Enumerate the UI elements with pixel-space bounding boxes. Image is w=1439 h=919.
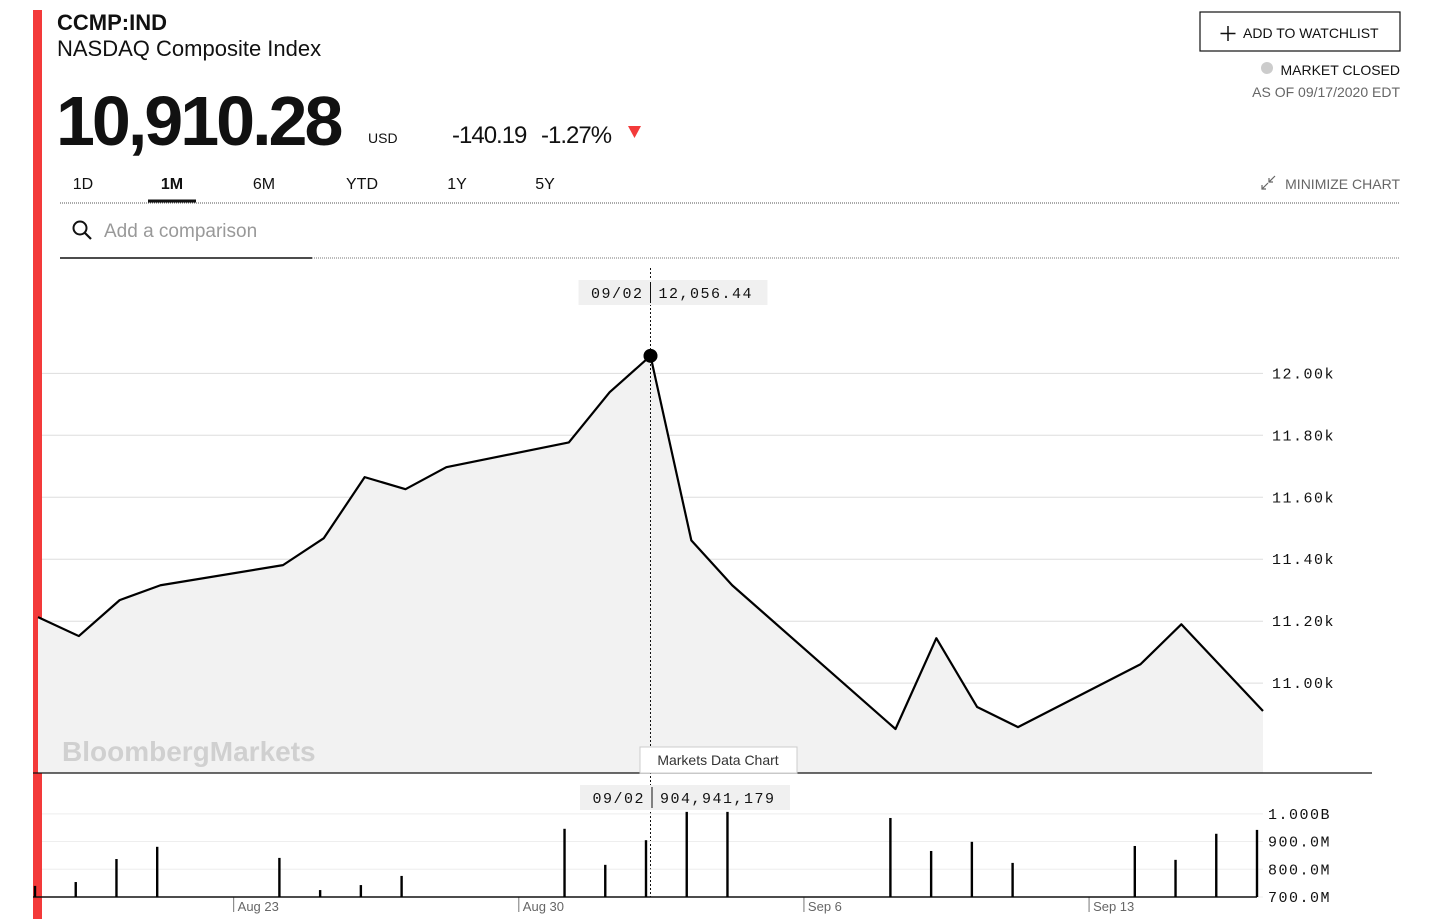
plus-icon — [1220, 26, 1236, 41]
search-icon — [72, 220, 88, 236]
hover-point — [643, 348, 658, 363]
volume-bar — [359, 885, 363, 897]
y-tick-label: 11.40k — [1272, 552, 1335, 569]
tab[interactable]: YTD — [346, 176, 378, 193]
x-tick-label: Aug 23 — [238, 899, 279, 914]
volume-bar — [74, 882, 77, 897]
index-name: NASDAQ Composite Index — [57, 36, 321, 61]
y-tick-label: 11.00k — [1272, 676, 1335, 693]
volume-bar — [1255, 829, 1259, 897]
currency: USD — [368, 130, 398, 146]
button-frame — [1199, 11, 1401, 52]
x-tick-label: Aug 30 — [523, 899, 564, 914]
accent-bar — [33, 10, 42, 919]
price: 10,910.28 — [56, 82, 341, 160]
button-label: ADD TO WATCHLIST — [1243, 25, 1379, 41]
tooltip-date: 09/02 — [592, 791, 645, 808]
volume-bar — [970, 841, 974, 897]
volume-chart: 700.0M 800.0M 900.0M 1.000B Aug 23 Aug 30 Sep … — [33, 785, 1331, 914]
volume-bar — [1215, 833, 1218, 897]
volume-bar — [156, 846, 159, 897]
status-dot — [1261, 62, 1273, 74]
down-arrow — [628, 126, 641, 138]
tab[interactable]: 1M — [161, 176, 183, 193]
tooltip-box — [580, 785, 790, 810]
watchlist-button[interactable]: ADD TO WATCHLIST — [1199, 11, 1401, 52]
as-of: AS OF 09/17/2020 EDT — [1252, 84, 1400, 100]
search-placeholder: Add a comparison — [104, 221, 257, 242]
y-tick-label: 12.00k — [1272, 366, 1335, 383]
volume-bar — [115, 859, 118, 897]
search-icon-handle — [84, 232, 92, 240]
x-tick-label: Sep 6 — [808, 899, 842, 914]
volume-bar — [929, 850, 933, 897]
y-tick-label: 1.000B — [1268, 807, 1331, 824]
market-status: MARKET CLOSED — [1280, 62, 1400, 78]
volume-bar — [1011, 862, 1014, 897]
change-percent: -1.27% — [541, 122, 612, 149]
volume-bar — [685, 811, 688, 897]
tooltip-date: 09/02 — [591, 286, 644, 303]
y-tick-label: 700.0M — [1268, 890, 1331, 907]
volume-bar — [278, 857, 281, 897]
volume-bar — [644, 840, 648, 897]
volume-bar — [563, 828, 566, 897]
y-tick-label: 11.20k — [1272, 614, 1335, 631]
volume-bar — [400, 875, 403, 897]
label-frame — [639, 746, 798, 774]
change: -140.19 — [452, 122, 527, 149]
volume-bar — [1174, 859, 1177, 897]
volume-bar — [318, 890, 322, 897]
price-line — [37, 354, 1264, 731]
volume-bar — [726, 811, 729, 897]
volume-bar — [33, 885, 37, 897]
y-tick-label: 11.60k — [1272, 490, 1335, 507]
tooltip-box — [578, 280, 768, 305]
tabs: 1D 1M 6M YTD 1Y 5Y — [73, 176, 555, 203]
x-tick-label: Sep 13 — [1093, 899, 1134, 914]
volume-bar — [604, 864, 607, 897]
volume-bar — [1133, 845, 1136, 897]
tooltip-value: 12,056.44 — [659, 286, 754, 303]
chart-label: Markets Data Chart — [657, 752, 778, 768]
tab[interactable]: 6M — [253, 176, 275, 193]
watermark: BloombergMarkets — [62, 736, 316, 767]
minimize-button[interactable]: MINIMIZE CHART — [1261, 175, 1400, 192]
tab[interactable]: 1Y — [447, 176, 467, 193]
tooltip-value: 904,941,179 — [660, 791, 776, 808]
minimize-label: MINIMIZE CHART — [1285, 176, 1400, 192]
chart-label-box: Markets Data Chart — [639, 746, 798, 774]
y-tick-label: 11.80k — [1272, 428, 1335, 445]
y-tick-label: 800.0M — [1268, 862, 1331, 879]
volume-bar — [889, 817, 892, 897]
tab[interactable]: 5Y — [535, 176, 555, 193]
y-tick-label: 900.0M — [1268, 835, 1331, 852]
tab[interactable]: 1D — [73, 176, 93, 193]
ticker: CCMP:IND — [57, 10, 167, 35]
minimize-icon — [1261, 175, 1276, 190]
search-box[interactable]: Add a comparison — [60, 220, 312, 259]
price-chart: 11.00k 11.20k 11.40k 11.60k 11.80k 12.00k 09/0… — [37, 268, 1335, 897]
